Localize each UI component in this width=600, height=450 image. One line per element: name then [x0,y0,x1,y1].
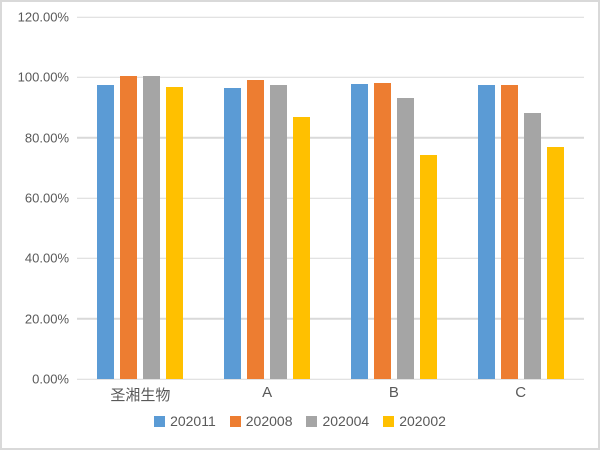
gridline-80 [77,136,584,139]
bar-group-2 [204,17,331,379]
bar-202002-C [546,147,564,379]
bars-layer [77,17,584,379]
gridline-40 [77,257,584,260]
y-tick-label: 0.00% [32,371,69,387]
x-axis-label-4: C [515,384,527,401]
bar-202008-C [500,84,518,379]
bar-202004-A [270,85,288,379]
y-tick-label: 120.00% [17,9,69,25]
bar-202011-圣湘生物 [97,85,115,379]
legend-swatch-icon [383,415,395,427]
bar-202002-圣湘生物 [166,87,184,379]
legend-item-202002: 202002 [383,413,446,429]
bar-202008-A [247,79,265,379]
legend-label: 202002 [399,413,446,429]
gridline-0 [77,378,584,380]
y-tick-label: 100.00% [17,69,69,85]
bar-202011-C [477,84,495,379]
y-axis-labels: 0.00% 20.00% 40.00% 60.00% 80.00% 100.00% 120.… [2,10,69,387]
plot-area [77,16,584,380]
bar-202002-B [419,155,437,379]
gridline-60 [77,197,584,199]
y-tick-label: 40.00% [24,250,69,266]
bar-202008-圣湘生物 [120,75,138,379]
legend-item-202004: 202004 [306,413,369,429]
bar-202011-A [224,87,242,379]
gridline-100 [77,76,584,79]
bar-202004-B [396,97,414,379]
x-axis-label-1: 圣湘生物 [110,387,171,404]
x-axis-label-3: B [388,384,399,401]
legend-item-202008: 202008 [229,413,293,429]
bar-202011-B [350,83,368,379]
y-tick-label: 20.00% [24,311,69,327]
gridline-20 [77,317,584,320]
legend-swatch-icon [154,415,166,427]
legend-label: 202011 [170,413,216,429]
bar-group-1 [77,17,204,379]
legend-swatch-icon [229,415,241,427]
bar-202008-B [373,83,391,379]
bar-202004-C [523,112,541,379]
y-tick-label: 80.00% [24,130,69,146]
bar-202004-圣湘生物 [143,76,161,379]
bar-group-3 [331,17,458,379]
legend: 202011 202008 202004 202002 [2,413,598,429]
bar-202002-A [293,117,311,379]
bar-group-4 [457,17,584,379]
x-axis-label-2: A [262,384,273,401]
legend-label: 202004 [322,413,370,429]
legend-swatch-icon [306,415,318,427]
gridline-120 [77,16,584,18]
y-tick-label: 60.00% [24,190,69,206]
legend-item-202011: 202011 [154,413,216,429]
legend-label: 202008 [245,413,293,429]
x-axis-labels: 圣湘生物 A B C [77,384,584,404]
